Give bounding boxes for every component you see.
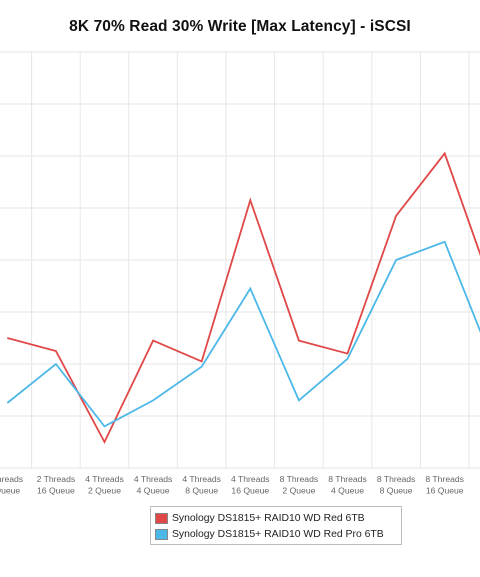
x-tick-label: 8 Threads 16 Queue [425,474,464,496]
legend: Synology DS1815+ RAID10 WD Red 6TB Synol… [150,506,402,545]
x-tick-label: 4 Threads 8 Queue [182,474,221,496]
series-lines [6,151,480,444]
series-line-1 [6,240,480,428]
x-tick-label: ThreadsQueue [0,474,23,496]
x-tick-label: 8 Threads 2 Queue [280,474,319,496]
legend-item-red-6tb: Synology DS1815+ RAID10 WD Red 6TB [155,510,401,526]
legend-swatch-red-pro-6tb [155,528,168,540]
x-tick-label: 4 Threads 16 Queue [231,474,270,496]
legend-label-red-6tb: Synology DS1815+ RAID10 WD Red 6TB [172,512,365,524]
x-tick-label: 2 Threads 16 Queue [37,474,76,496]
legend-item-red-pro-6tb: Synology DS1815+ RAID10 WD Red Pro 6TB [155,526,401,542]
x-tick-label: 8 Threads 4 Queue [328,474,367,496]
legend-swatch-red-6tb [155,512,168,524]
chart-title: 8K 70% Read 30% Write [Max Latency] - iS… [69,18,411,35]
x-tick-label: 4 Threads 4 Queue [134,474,173,496]
x-tick-label: 4 Threads 2 Queue [85,474,124,496]
grid [0,51,480,469]
legend-label-red-pro-6tb: Synology DS1815+ RAID10 WD Red Pro 6TB [172,528,384,540]
x-tick-label: 8 Threads 8 Queue [377,474,416,496]
